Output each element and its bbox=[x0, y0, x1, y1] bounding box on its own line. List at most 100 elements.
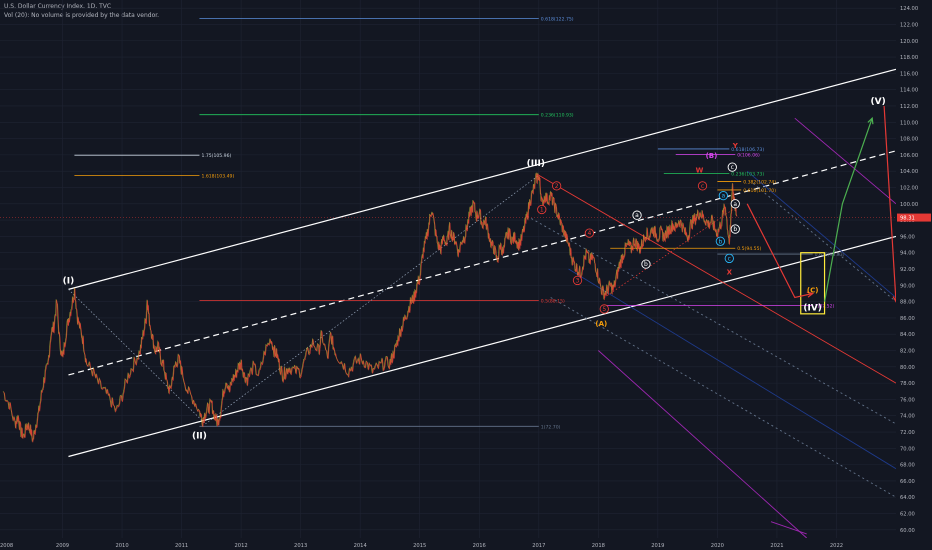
wave-label: (A) bbox=[595, 320, 607, 328]
wave-label: W bbox=[696, 167, 704, 175]
wave-label-circle bbox=[552, 181, 562, 191]
y-tick-label: 72.00 bbox=[900, 430, 915, 436]
x-tick-label: 2011 bbox=[175, 543, 188, 549]
x-tick-label: 2010 bbox=[115, 543, 128, 549]
y-axis-panel bbox=[896, 0, 932, 550]
wave-label-circle bbox=[718, 190, 728, 201]
dotted-connectors bbox=[68, 174, 736, 425]
wave-label: c bbox=[701, 183, 704, 190]
wave-label: b bbox=[644, 261, 648, 268]
pitchfork-line bbox=[568, 268, 897, 470]
dotted-connector bbox=[68, 289, 206, 425]
x-tick-label: 2016 bbox=[473, 543, 486, 549]
x-tick-label: 2013 bbox=[294, 543, 307, 549]
last-price-badge bbox=[897, 213, 931, 222]
wave-label: c bbox=[728, 255, 731, 262]
y-tick-label: 92.00 bbox=[900, 267, 915, 273]
grid-lines bbox=[0, 0, 896, 538]
y-tick-label: 78.00 bbox=[900, 381, 915, 387]
target-box bbox=[800, 252, 826, 315]
forecast-arrow bbox=[746, 203, 813, 299]
fibonacci-levels: 0.618(122.75) 0.236(110.93) 1.75(105.96) 1.… bbox=[74, 16, 845, 430]
wave-label: 3 bbox=[576, 277, 580, 284]
trend-channel bbox=[68, 68, 897, 458]
fib-level-label: 0.618(93.83) bbox=[815, 252, 845, 258]
x-tick-label: 2020 bbox=[711, 543, 724, 549]
y-tick-label: 110.00 bbox=[900, 120, 918, 126]
x-axis-panel bbox=[0, 538, 932, 550]
wave-label-circle bbox=[727, 162, 737, 172]
wave-label-circle bbox=[537, 204, 547, 215]
y-tick-label: 106.00 bbox=[900, 153, 918, 159]
wave-label: c bbox=[731, 164, 734, 171]
price-series bbox=[3, 173, 738, 443]
forecast-arrow bbox=[824, 118, 873, 302]
y-tick-label: 120.00 bbox=[900, 39, 918, 45]
wave-label-circle bbox=[715, 236, 726, 246]
fib-level-label: 0.236(103.73) bbox=[731, 171, 764, 177]
forecast-arrow-head bbox=[867, 116, 874, 125]
wave-label: (III) bbox=[527, 159, 545, 169]
wave-label-circle bbox=[572, 275, 583, 286]
chart-title: U.S. Dollar Currency Index, 1D, TVC bbox=[4, 3, 112, 10]
y-tick-label: 84.00 bbox=[900, 332, 915, 338]
pitchfork-lines bbox=[526, 117, 897, 539]
y-tick-label: 114.00 bbox=[900, 88, 918, 94]
wave-label: 5 bbox=[602, 306, 606, 313]
dotted-connector bbox=[205, 174, 539, 425]
wave-label: a bbox=[635, 212, 639, 219]
y-tick-label: 68.00 bbox=[900, 463, 915, 469]
fib-level-label: 0(106.06) bbox=[737, 152, 760, 158]
volume-note: Vol (20): No volume is provided by the d… bbox=[4, 12, 160, 19]
y-tick-label: 102.00 bbox=[900, 185, 918, 191]
y-tick-label: 90.00 bbox=[900, 283, 915, 289]
forecast-arrow bbox=[883, 105, 897, 302]
x-tick-label: 2019 bbox=[651, 543, 664, 549]
wave-label: X bbox=[727, 268, 733, 276]
fib-level-label: 0.382(102.74) bbox=[743, 179, 776, 185]
pitchfork-line bbox=[752, 183, 897, 302]
fib-level-label: 0.5(88.15) bbox=[541, 298, 565, 304]
pitchfork-line bbox=[526, 215, 897, 425]
y-tick-label: 100.00 bbox=[900, 202, 918, 208]
x-tick-label: 2017 bbox=[532, 543, 545, 549]
wave-label: (IV) bbox=[803, 303, 822, 313]
wave-label: 1 bbox=[540, 206, 544, 213]
y-tick-label: 88.00 bbox=[900, 300, 915, 306]
y-tick-label: 74.00 bbox=[900, 414, 915, 420]
fib-level-label: 1(72.70) bbox=[541, 424, 561, 430]
wave-label: (B) bbox=[706, 152, 718, 160]
price-line bbox=[2, 172, 738, 443]
pitchfork-line bbox=[770, 521, 807, 535]
fib-level-label: 0.236(110.93) bbox=[541, 113, 574, 119]
y-tick-label: 60.00 bbox=[900, 528, 915, 534]
x-tick-label: 2012 bbox=[235, 543, 248, 549]
y-tick-label: 80.00 bbox=[900, 365, 915, 371]
fib-level-label: 1.618(103.49) bbox=[201, 173, 234, 179]
wave-label: 2 bbox=[555, 183, 559, 190]
pitchfork-line bbox=[794, 117, 897, 205]
x-tick-label: 2022 bbox=[830, 543, 843, 549]
wave-label: b bbox=[718, 238, 722, 245]
y-tick-label: 94.00 bbox=[900, 251, 915, 257]
x-tick-label: 2009 bbox=[56, 543, 69, 549]
y-tick-label: 70.00 bbox=[900, 446, 915, 452]
pitchfork-line bbox=[538, 174, 897, 384]
y-tick-label: 118.00 bbox=[900, 55, 918, 61]
wave-label-circle bbox=[730, 224, 740, 234]
y-tick-label: 124.00 bbox=[900, 6, 918, 12]
fib-level-label: 0.618(106.73) bbox=[731, 147, 764, 153]
y-tick-label: 96.00 bbox=[900, 234, 915, 240]
y-tick-label: 66.00 bbox=[900, 479, 915, 485]
wave-label: Y bbox=[732, 142, 739, 150]
wave-labels: (I) (II) (III) (IV) (V) (A) (B) (C) 1 2 3 4 5 a b c a b c a… bbox=[63, 97, 886, 441]
fib-level-label: 1.75(105.96) bbox=[201, 153, 231, 159]
fib-level-label: 0.5(94.55) bbox=[737, 246, 761, 252]
wave-label: (I) bbox=[63, 276, 75, 286]
y-tick-label: 108.00 bbox=[900, 137, 918, 143]
wave-label-circle bbox=[730, 199, 740, 209]
wave-label: a bbox=[722, 193, 726, 200]
wave-label-circle bbox=[584, 228, 595, 238]
